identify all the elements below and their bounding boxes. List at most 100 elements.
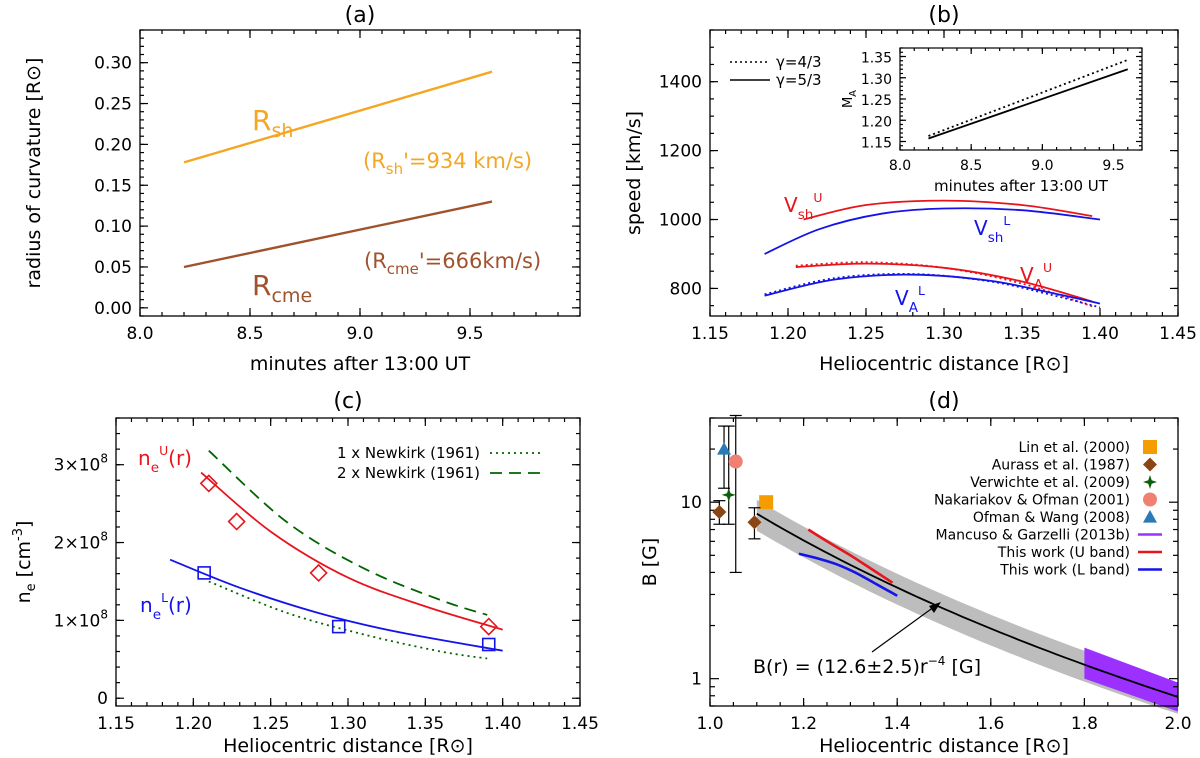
- a-annotation-rcme: (Rcme'=666km/s): [364, 249, 541, 278]
- b-inset-x-tick-label: 8.5: [960, 158, 982, 174]
- c-point-u-data: [479, 617, 498, 636]
- d-series-this-work-u-band: [807, 528, 894, 584]
- a-plot-frame: [139, 29, 581, 317]
- c-x-tick-label: 1.15: [97, 714, 135, 734]
- panel-d: (d) 1.0 1.2 1.4 1.6 1.8 2.0 1 10 Heliocentric dis…: [639, 389, 1192, 757]
- b-label-vsh-u: VshU: [784, 190, 822, 223]
- d-annotation-arrow: [871, 603, 939, 653]
- d-point-nakariakov-ofman-2001: [728, 454, 743, 469]
- d-point-aurass-et-al-1987: [747, 515, 762, 530]
- d-x-tick-label: 1.6: [977, 714, 1004, 734]
- b-series-v-a-u-gamma-4-3: [795, 261, 1093, 308]
- d-legend-label: Aurass et al. (1987): [992, 458, 1130, 474]
- b-series-v-a-l-gamma-4-3: [764, 272, 1101, 309]
- c-legend-label: 2 x Newkirk (1961): [337, 464, 480, 482]
- b-series-v-a-u-gamma-5-3: [795, 262, 1093, 303]
- b-series-v-sh-u: [803, 199, 1093, 221]
- d-point-lin-et-al-2000: [759, 495, 774, 510]
- d-x-axis-label: Heliocentric distance [R⊙]: [819, 735, 1069, 757]
- d-title: (d): [928, 389, 959, 414]
- d-x-tick-label: 1.0: [696, 714, 723, 734]
- b-label-va-l: VAL: [895, 283, 925, 316]
- d-series-this-work-l-band: [798, 552, 898, 597]
- d-legend-label: Nakariakov & Ofman (2001): [934, 493, 1130, 509]
- b-y-axis-label: speed [km/s]: [623, 111, 645, 235]
- d-legend-marker-verwichte-et-al-2009: [1143, 475, 1157, 489]
- b-inset-series-4-3: [928, 59, 1129, 137]
- a-x-tick-label: 8.5: [236, 324, 263, 344]
- a-label-rcme: Rcme: [252, 269, 312, 307]
- b-label-vsh-l: VshL: [974, 213, 1010, 246]
- c-label-ne-l: neL(r): [140, 590, 192, 623]
- a-annotation-rsh: (Rsh'=934 km/s): [363, 149, 532, 178]
- b-series-v-sh-l: [764, 207, 1101, 255]
- b-inset-y-tick-label: 1.35: [861, 51, 892, 67]
- d-legend-label: Mancuso & Garzelli (2013b): [936, 528, 1130, 544]
- c-x-tick-label: 1.20: [174, 714, 212, 734]
- d-legend-label: This work (U band): [997, 545, 1130, 561]
- a-y-tick-label: 0.00: [94, 299, 132, 319]
- a-label-rsh: Rsh: [252, 104, 293, 142]
- b-inset-series-5-3: [928, 68, 1129, 140]
- d-x-tick-label: 1.8: [1071, 714, 1098, 734]
- a-y-tick-label: 0.20: [94, 135, 132, 155]
- c-x-tick-label: 1.25: [252, 714, 290, 734]
- a-x-axis-label: minutes after 13:00 UT: [250, 353, 471, 375]
- b-x-tick-label: 1.25: [847, 324, 885, 344]
- c-series-n-e-u-fit: [200, 471, 503, 631]
- c-x-tick-label: 1.45: [561, 714, 599, 734]
- c-y-tick-label: 1×108: [54, 607, 108, 631]
- c-series-n-e-l-fit: [169, 558, 503, 652]
- d-x-tick-label: 1.2: [790, 714, 817, 734]
- b-inset-y-axis-label: MA: [841, 90, 859, 108]
- b-inset-y-tick-label: 1.30: [861, 72, 892, 88]
- b-x-tick-label: 1.35: [1003, 324, 1041, 344]
- d-fit-annotation: B(r) = (12.6±2.5)r−4 [G]: [753, 654, 981, 678]
- c-y-tick-label: 0: [97, 689, 108, 709]
- panel-b: (b) 1.15 1.20 1.25 1.30 1.35 1.40 1.45 800 1000 12…: [623, 3, 1197, 375]
- b-inset-y-tick-label: 1.25: [861, 93, 892, 109]
- b-y-tick-label: 1400: [659, 73, 702, 93]
- d-x-tick-label: 1.4: [884, 714, 911, 734]
- d-y-tick-label: 1: [691, 670, 702, 690]
- c-y-tick-label: 2×108: [54, 530, 108, 554]
- a-x-tick-label: 8.0: [126, 324, 153, 344]
- d-legend-label: Ofman & Wang (2008): [973, 510, 1130, 526]
- d-legend-label: Lin et al. (2000): [1019, 440, 1131, 456]
- d-y-tick-label: 10: [680, 493, 702, 513]
- c-point-l-data: [481, 637, 496, 652]
- panel-a: (a) 8.0 8.5 9.0 9.5 0.00 0.05 0.10 0.15 0.20 0.25 0…: [23, 3, 581, 375]
- b-legend-label: γ=5/3: [776, 71, 822, 89]
- d-point-aurass-et-al-1987: [712, 504, 727, 519]
- a-x-tick-label: 9.5: [456, 324, 483, 344]
- d-legend-marker-nakariakov-ofman-2001: [1143, 492, 1157, 507]
- b-x-tick-label: 1.45: [1159, 324, 1197, 344]
- b-inset-frame: [899, 47, 1143, 151]
- d-point-verwichte-et-al-2009: [721, 487, 736, 502]
- a-y-tick-label: 0.10: [94, 217, 132, 237]
- b-x-tick-label: 1.20: [769, 324, 807, 344]
- b-x-tick-label: 1.30: [925, 324, 963, 344]
- a-title: (a): [345, 3, 376, 28]
- b-x-tick-label: 1.15: [691, 324, 729, 344]
- c-point-l-data: [197, 566, 211, 580]
- c-legend-label: 1 x Newkirk (1961): [337, 444, 480, 462]
- b-inset-x-axis-label: minutes after 13:00 UT: [934, 177, 1109, 195]
- b-y-tick-label: 1000: [659, 211, 702, 231]
- b-y-tick-label: 1200: [659, 142, 702, 162]
- d-legend-marker-aurass-et-al-1987: [1143, 457, 1157, 472]
- b-y-tick-label: 800: [670, 279, 702, 299]
- b-inset-y-tick-label: 1.20: [861, 114, 892, 130]
- b-x-tick-label: 1.40: [1081, 324, 1119, 344]
- d-fit-line: [756, 512, 1179, 698]
- d-y-axis-label: B [G]: [639, 538, 661, 587]
- c-x-axis-label: Heliocentric distance [R⊙]: [223, 735, 473, 757]
- a-y-tick-label: 0.25: [94, 95, 132, 115]
- a-y-axis-label: radius of curvature [R⊙]: [23, 58, 45, 289]
- d-legend-label: Verwichte et al. (2009): [970, 475, 1130, 491]
- b-inset-x-tick-label: 9.5: [1102, 158, 1124, 174]
- c-title: (c): [333, 389, 362, 414]
- c-series-2-x-newkirk-1961: [208, 450, 488, 616]
- b-inset-y-tick-label: 1.15: [861, 136, 892, 152]
- c-point-u-data: [199, 474, 218, 493]
